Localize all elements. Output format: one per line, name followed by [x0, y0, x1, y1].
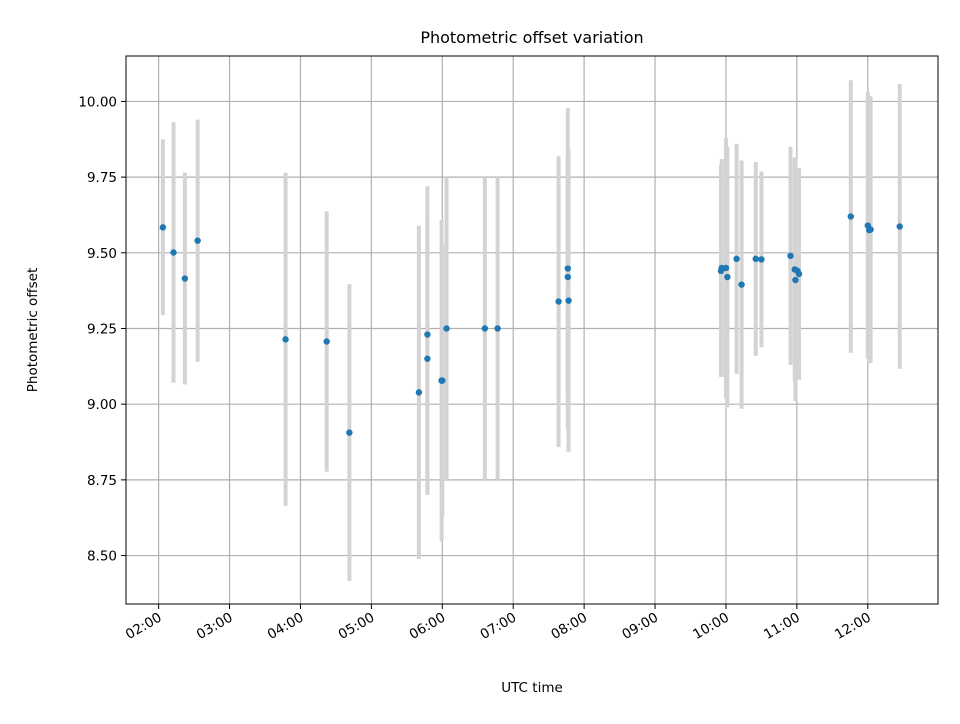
data-point	[733, 255, 740, 263]
data-point	[758, 256, 765, 263]
data-point	[170, 249, 177, 256]
y-tick-label: 8.75	[87, 473, 117, 489]
data-point	[282, 336, 289, 343]
y-tick-label: 10.00	[78, 94, 117, 110]
data-point	[787, 252, 794, 260]
x-tick-label: 11:00	[761, 610, 803, 643]
x-axis-ticks: 02:00 03:00 04:00 05:00 06:00 07:00 08:00 09:00…	[123, 604, 874, 643]
y-axis-ticks: 8.50 8.75 9.00 9.25 9.50 9.75 10.00	[78, 94, 126, 565]
data-point	[424, 331, 431, 338]
data-point	[722, 264, 730, 272]
x-tick-label: 02:00	[123, 610, 165, 643]
data-point	[194, 237, 201, 244]
error-bars	[160, 80, 902, 581]
y-tick-label: 9.25	[87, 321, 117, 337]
plot-frame	[125, 55, 939, 605]
x-tick-label: 12:00	[832, 610, 874, 643]
y-tick-label: 8.50	[87, 549, 117, 565]
data-point	[738, 281, 745, 288]
data-points	[159, 213, 903, 436]
data-point	[443, 325, 450, 332]
x-tick-label: 06:00	[407, 610, 449, 643]
x-tick-label: 10:00	[690, 610, 732, 643]
y-tick-label: 9.50	[87, 246, 117, 262]
data-point	[792, 276, 799, 284]
y-axis-label: Photometric offset	[25, 268, 41, 392]
data-point	[181, 275, 189, 282]
data-point	[752, 255, 759, 263]
data-point	[847, 213, 854, 220]
chart-title: Photometric offset variation	[420, 28, 643, 47]
data-point	[323, 338, 330, 345]
data-point	[867, 226, 874, 233]
data-point	[159, 224, 167, 231]
data-point	[439, 377, 446, 384]
data-point	[415, 389, 423, 396]
data-point	[564, 265, 572, 272]
x-tick-label: 09:00	[619, 610, 661, 643]
y-tick-label: 9.00	[87, 397, 117, 413]
x-tick-label: 08:00	[548, 610, 590, 643]
x-axis-label: UTC time	[501, 680, 563, 696]
data-point	[555, 298, 562, 305]
data-point	[424, 355, 431, 362]
x-tick-label: 04:00	[265, 610, 307, 643]
data-point	[896, 223, 903, 230]
data-point	[346, 429, 353, 436]
x-tick-label: 05:00	[336, 610, 378, 643]
x-tick-label: 07:00	[478, 610, 520, 643]
data-point	[724, 273, 731, 281]
y-tick-label: 9.75	[87, 170, 117, 186]
data-point	[795, 270, 803, 278]
data-point	[564, 273, 572, 281]
grid	[126, 56, 938, 604]
data-point	[494, 325, 501, 332]
data-point	[565, 297, 572, 304]
x-tick-label: 03:00	[194, 610, 236, 643]
data-point	[481, 325, 489, 332]
